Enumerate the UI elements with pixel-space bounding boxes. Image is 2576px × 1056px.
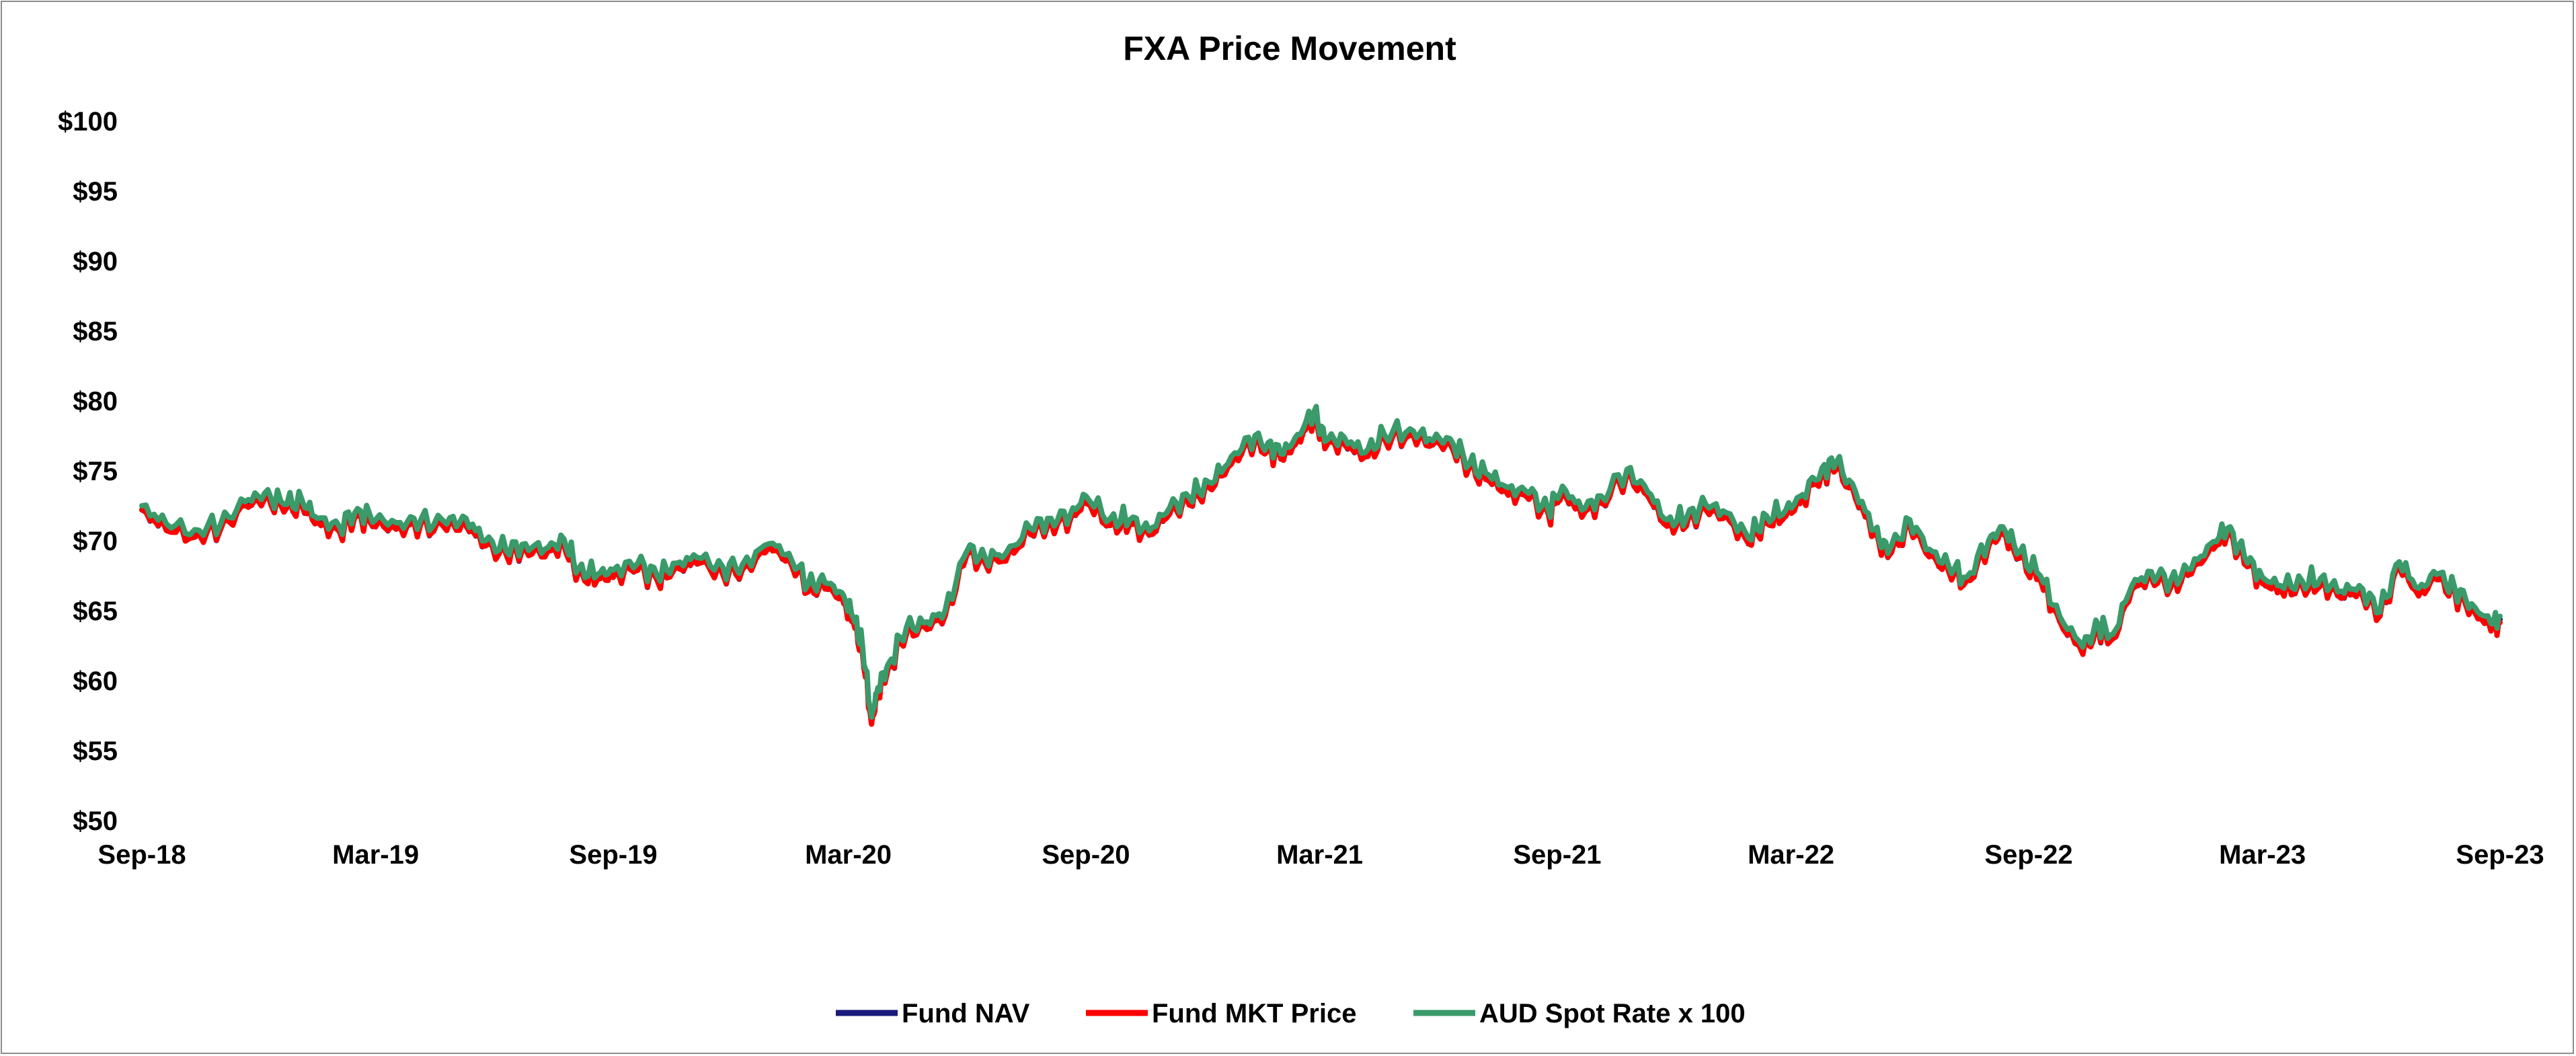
series-line-2 xyxy=(139,404,2503,720)
series-line-1 xyxy=(139,410,2503,727)
y-tick-label: $90 xyxy=(73,247,118,276)
x-tick-label: Mar-20 xyxy=(805,840,892,870)
x-tick-label: Sep-20 xyxy=(1042,840,1130,870)
y-tick-label: $55 xyxy=(73,737,118,766)
legend-label: Fund NAV xyxy=(902,999,1030,1028)
legend: Fund NAV Fund MKT Price AUD Spot Rate x 10… xyxy=(836,999,1746,1028)
x-tick-label: Mar-23 xyxy=(2219,840,2306,870)
y-tick-label: $100 xyxy=(58,107,118,137)
y-tick-label: $85 xyxy=(73,317,118,346)
y-tick-label: $95 xyxy=(73,177,118,206)
y-tick-label: $80 xyxy=(73,387,118,416)
legend-label: Fund MKT Price xyxy=(1152,999,1356,1028)
x-tick-label: Sep-22 xyxy=(1984,840,2072,870)
plot-lines xyxy=(139,404,2503,727)
y-tick-label: $70 xyxy=(73,527,118,556)
x-tick-label: Sep-21 xyxy=(1513,840,1601,870)
x-tick-label: Mar-19 xyxy=(332,840,419,870)
x-tick-label: Sep-19 xyxy=(569,840,657,870)
x-tick-label: Sep-18 xyxy=(97,840,186,870)
y-tick-label: $65 xyxy=(73,597,118,626)
y-tick-label: $60 xyxy=(73,667,118,696)
x-tick-label: Mar-21 xyxy=(1276,840,1363,870)
x-tick-label: Mar-22 xyxy=(1748,840,1834,870)
chart-title: FXA Price Movement xyxy=(1123,30,1456,67)
series-line-0 xyxy=(139,406,2503,724)
y-tick-label: $50 xyxy=(73,806,118,836)
legend-label: AUD Spot Rate x 100 xyxy=(1479,999,1746,1028)
y-tick-label: $75 xyxy=(73,457,118,486)
x-axis: Sep-18 Mar-19 Sep-19 Mar-20 Sep-20 Mar-21 Sep-… xyxy=(97,840,2544,870)
x-tick-label: Sep-23 xyxy=(2456,840,2544,870)
y-axis: $50 $55 $60 $65 $70 $75 $80 $85 $90 $95 $100 xyxy=(58,107,118,836)
